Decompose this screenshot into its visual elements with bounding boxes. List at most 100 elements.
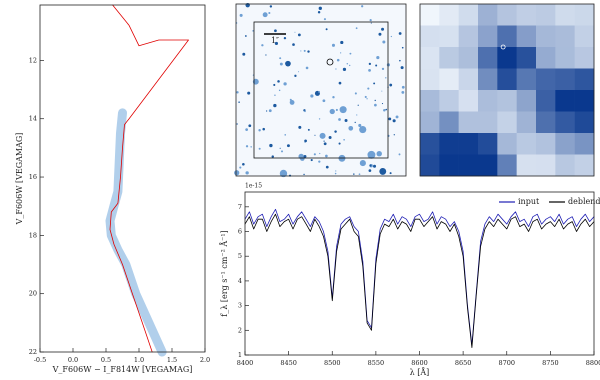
star: [244, 35, 247, 37]
star: [278, 89, 281, 92]
x-tick-label: 8600: [411, 359, 428, 367]
pixel: [478, 111, 498, 134]
star: [342, 67, 347, 71]
pixel: [536, 47, 556, 69]
y-tick-label: 18: [29, 231, 37, 239]
star: [399, 59, 401, 62]
star: [357, 104, 359, 106]
star: [242, 52, 246, 56]
y-tick-label: 3: [238, 302, 242, 310]
star: [381, 102, 384, 105]
star: [374, 99, 376, 102]
star: [376, 151, 382, 157]
pixel: [497, 25, 517, 48]
star: [379, 167, 387, 175]
star: [354, 121, 356, 124]
star: [348, 64, 351, 67]
star: [386, 63, 390, 67]
x-tick-label: 8650: [455, 359, 472, 367]
star: [358, 123, 362, 127]
star: [338, 81, 342, 85]
y-tick-label: 5: [238, 252, 242, 260]
pixel: [420, 4, 440, 26]
target-marker: [326, 58, 334, 66]
y-tick-label: 22: [29, 348, 37, 356]
pixel: [439, 47, 459, 69]
star: [323, 140, 325, 142]
star: [353, 173, 355, 175]
pixel: [536, 90, 556, 112]
star: [335, 108, 338, 112]
star: [339, 106, 347, 114]
star: [378, 32, 382, 36]
pixel: [555, 111, 575, 134]
star: [385, 108, 388, 111]
pixel: [516, 154, 537, 177]
x-tick-label: 1.5: [167, 356, 177, 364]
star: [304, 110, 306, 113]
x-tick-label: 0.5: [101, 356, 111, 364]
pixel: [516, 111, 537, 134]
pixel: [439, 133, 459, 155]
star: [401, 85, 405, 89]
star: [289, 98, 292, 101]
image-frame: [419, 3, 595, 177]
star: [245, 171, 249, 175]
star: [361, 5, 364, 8]
star: [392, 119, 396, 123]
star: [273, 83, 276, 86]
star: [376, 55, 380, 60]
star: [364, 95, 367, 99]
x-tick-label: 1.0: [134, 356, 144, 364]
star: [354, 92, 357, 95]
pixel: [574, 133, 595, 155]
star: [279, 62, 283, 66]
star: [382, 40, 386, 44]
star: [368, 62, 372, 66]
star: [285, 60, 291, 67]
y-axis-label: f_λ [erg s⁻¹ cm⁻² Å⁻¹]: [220, 230, 229, 316]
pixel: [458, 4, 479, 26]
pixel: [516, 47, 537, 69]
pixel: [536, 154, 556, 177]
pixel: [536, 4, 556, 26]
star: [248, 124, 252, 128]
pixel: [516, 68, 537, 91]
y-tick-label: 16: [29, 173, 37, 181]
star: [390, 35, 392, 38]
pixel: [536, 133, 556, 155]
star: [258, 129, 261, 132]
x-axis-label: V_F606W − I_F814W [VEGAMAG]: [52, 365, 193, 374]
pixel: [439, 111, 459, 134]
star: [338, 142, 341, 145]
star: [373, 82, 376, 85]
pixel: [439, 4, 459, 26]
pixel: [555, 133, 575, 155]
pixel: [458, 90, 479, 112]
series-line: [109, 4, 189, 353]
star: [325, 165, 329, 169]
star: [372, 164, 377, 168]
star: [250, 146, 252, 148]
star: [356, 114, 358, 116]
star: [389, 172, 392, 175]
pixel: [478, 25, 498, 48]
pixel: [536, 25, 556, 48]
cutout-box: [253, 21, 389, 159]
pixel: [555, 154, 575, 177]
star: [304, 139, 307, 143]
star: [398, 32, 402, 35]
pixel: [516, 133, 537, 155]
star: [318, 118, 321, 120]
series-line: [244, 208, 595, 346]
star: [367, 87, 370, 90]
star: [284, 134, 287, 136]
star: [294, 74, 297, 78]
star: [375, 64, 378, 67]
star: [280, 150, 284, 153]
pixel: [478, 154, 498, 177]
pixel: [497, 133, 517, 155]
star: [279, 169, 288, 178]
star: [381, 90, 383, 92]
